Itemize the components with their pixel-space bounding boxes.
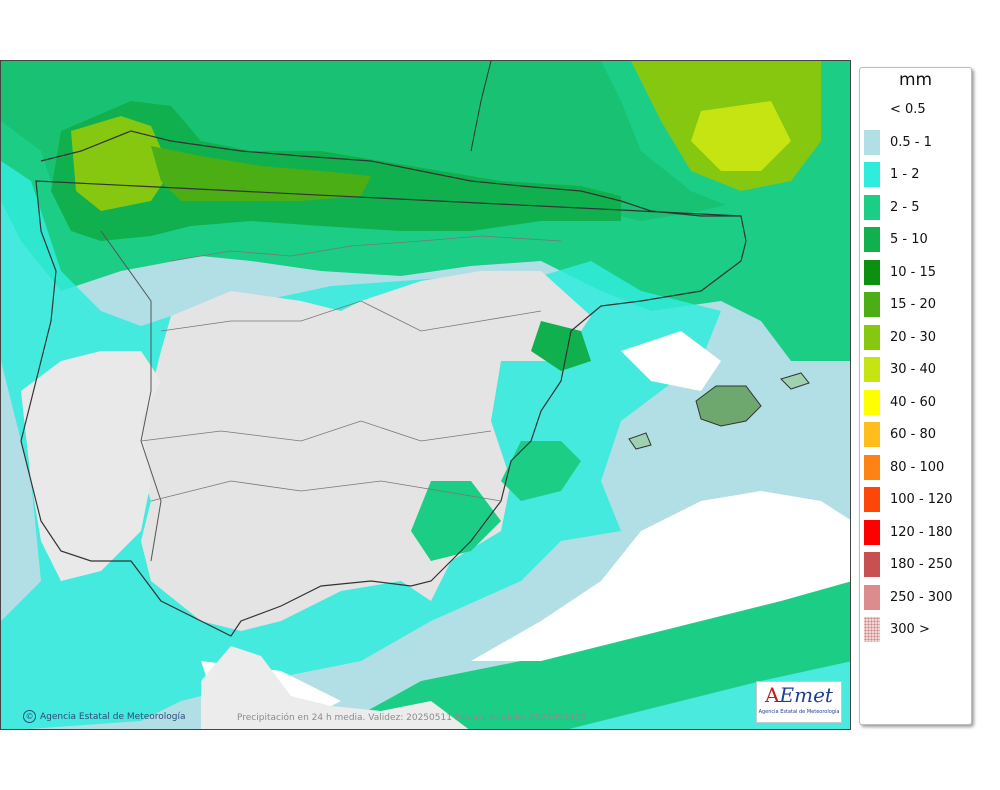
legend-swatch	[864, 584, 880, 610]
legend-item: 2 - 5	[864, 194, 969, 220]
galicia-20-30	[71, 116, 171, 211]
legend-label: 0.5 - 1	[890, 134, 932, 150]
legend-swatch	[864, 487, 880, 512]
legend-swatch	[864, 617, 880, 642]
legend-item: 250 - 300	[864, 584, 969, 610]
region-border-4	[170, 235, 562, 262]
legend-swatch	[864, 194, 880, 220]
legend-swatch	[864, 259, 880, 285]
france-30-40	[691, 101, 791, 171]
region-border-1	[160, 300, 542, 332]
legend-item: 30 - 40	[864, 357, 969, 382]
menorca	[780, 372, 810, 390]
dry-sea-area-2	[621, 331, 721, 391]
iberia-coastline	[20, 180, 747, 637]
legend-label: 60 - 80	[890, 427, 937, 442]
precipitation-legend: mm < 0.5 0.5 - 1 1 - 2 2 - 5 5 - 10 10 - 15 15…	[859, 67, 972, 725]
france-coast	[470, 61, 492, 152]
legend-item: 0.5 - 1	[864, 129, 969, 155]
legend-item: 1 - 2	[864, 162, 969, 187]
mallorca	[695, 385, 762, 427]
legend-item: 60 - 80	[864, 422, 969, 447]
aemet-logo: AEmet Agencia Estatal de Meteorología	[756, 681, 842, 723]
legend-label: 100 - 120	[890, 492, 953, 507]
castellon-5-10	[531, 321, 591, 371]
copyright-icon: ©	[23, 710, 36, 723]
murcia-2-5	[411, 481, 501, 561]
legend-label: 15 - 20	[890, 297, 937, 312]
legend-label: 2 - 5	[890, 199, 920, 215]
valencia-2-5	[501, 441, 581, 501]
legend-label: 80 - 100	[890, 459, 945, 475]
dry-sea-area	[471, 491, 850, 661]
legend-swatch	[864, 519, 880, 545]
validity-text: Precipitación en 24 h media. Validez: 20…	[237, 713, 587, 723]
north-coast	[40, 130, 741, 217]
legend-label: 10 - 15	[890, 264, 937, 280]
legend-swatch	[864, 422, 880, 447]
asturias-15-20	[151, 146, 371, 201]
legend-label: 5 - 10	[890, 232, 928, 247]
portugal-border	[100, 230, 162, 562]
map-canvas	[1, 61, 850, 729]
legend-label: 1 - 2	[890, 167, 920, 182]
legend-item: < 0.5	[864, 97, 969, 122]
legend-label: 250 - 300	[890, 589, 953, 605]
legend-swatch	[864, 97, 880, 122]
legend-swatch	[864, 324, 880, 350]
legend-item: 20 - 30	[864, 324, 969, 350]
legend-item: 80 - 100	[864, 454, 969, 480]
legend-swatch	[864, 129, 880, 155]
legend-label: 120 - 180	[890, 524, 953, 540]
legend-swatch	[864, 227, 880, 252]
legend-label: 20 - 30	[890, 329, 937, 345]
legend-item: 100 - 120	[864, 487, 969, 512]
legend-label: 180 - 250	[890, 557, 953, 572]
legend-item: 120 - 180	[864, 519, 969, 545]
south-sea-band-2-5	[334, 532, 850, 729]
legend-swatch	[864, 357, 880, 382]
legend-swatch	[864, 389, 880, 415]
legend-swatch	[864, 292, 880, 317]
credit-text: © Agencia Estatal de Meteorología	[23, 710, 186, 723]
region-border-2	[140, 420, 492, 442]
ibiza	[628, 432, 652, 450]
legend-item: 40 - 60	[864, 389, 969, 415]
north-africa	[201, 646, 469, 729]
legend-unit: mm	[898, 70, 933, 90]
legend-label: 300 >	[890, 622, 930, 637]
legend-label: < 0.5	[890, 102, 926, 117]
legend-swatch	[864, 454, 880, 480]
legend-item: 300 >	[864, 617, 969, 642]
precipitation-map[interactable]: © Agencia Estatal de Meteorología Precipi…	[0, 60, 851, 730]
legend-item: 180 - 250	[864, 552, 969, 577]
legend-swatch	[864, 552, 880, 577]
north-5-10	[51, 101, 621, 241]
legend-item: 15 - 20	[864, 292, 969, 317]
legend-label: 40 - 60	[890, 394, 937, 410]
portugal-dry	[21, 351, 161, 581]
legend-swatch	[864, 162, 880, 187]
legend-item: 5 - 10	[864, 227, 969, 252]
legend-item: 10 - 15	[864, 259, 969, 285]
legend-label: 30 - 40	[890, 362, 937, 377]
region-border-3	[150, 480, 502, 502]
